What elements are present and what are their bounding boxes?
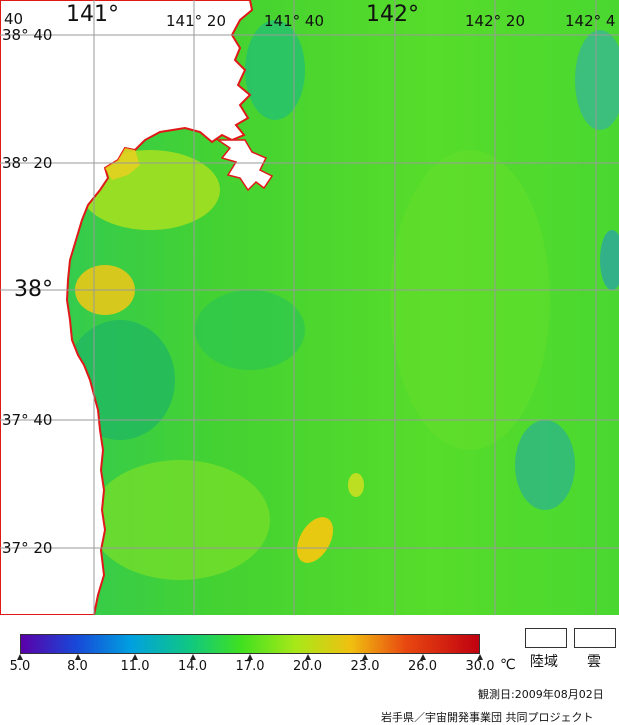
hot-patch-south <box>296 517 334 563</box>
scale-tick-label: 5.0 <box>9 659 31 674</box>
land-area <box>0 0 254 615</box>
scale-tick-mark <box>362 654 368 660</box>
scale-tick-mark <box>17 654 23 660</box>
lon-label-142: 142° <box>366 2 419 27</box>
temperature-patches <box>65 20 619 580</box>
scale-tick-label: 20.0 <box>293 659 322 674</box>
lat-label-37-40: 37° 40 <box>2 411 53 429</box>
scale-tick-mark <box>419 654 426 660</box>
observation-date: 観測日:2009年08月02日 <box>478 688 604 701</box>
cool-patch-north-coast <box>245 20 305 120</box>
lat-label-38-40: 38° 40 <box>2 26 53 44</box>
scale-tick-label: 11.0 <box>120 659 150 674</box>
scale-tick-label: 23.0 <box>350 659 380 674</box>
cool-patch-central <box>195 290 305 370</box>
scale-tick-label: 8.0 <box>67 659 88 674</box>
light-patch-south <box>90 460 270 580</box>
scale-tick-mark <box>247 654 253 660</box>
land-legend-label: 陸域 <box>530 654 558 670</box>
lon-label-142-20: 142° 20 <box>465 12 525 30</box>
scale-tick-label: 14.0 <box>178 659 207 674</box>
cloud-legend-swatch <box>574 628 616 648</box>
scale-tick-mark <box>477 654 483 660</box>
lat-label-37-20: 37° 20 <box>2 539 53 557</box>
lon-label-141-20: 141° 20 <box>166 12 226 30</box>
cool-patch-northeast <box>575 30 619 130</box>
scale-tick-mark <box>74 654 81 660</box>
oshika-peninsula <box>215 139 274 192</box>
cool-patch-east <box>515 420 575 510</box>
graticule <box>0 0 619 615</box>
warm-patch-south-small <box>348 473 364 497</box>
lon-label-141-40: 141° 40 <box>264 12 324 30</box>
scale-tick-mark <box>132 654 138 660</box>
cloud-legend-label: 雲 <box>587 654 601 670</box>
lat-label-38: 38° <box>14 277 53 302</box>
temperature-color-scale <box>20 634 480 654</box>
lat-label-38-20: 38° 20 <box>2 154 53 172</box>
scale-tick-label: 17.0 <box>235 659 265 674</box>
scale-tick-label: 30.0 <box>465 659 495 674</box>
scale-tick-mark <box>189 654 196 660</box>
land-legend-swatch <box>525 628 567 648</box>
scale-tick-mark <box>304 654 311 660</box>
sea-surface-temperature-map <box>0 0 619 615</box>
lon-label-140-40: 40 <box>4 10 24 28</box>
sendai-bay-warm <box>105 148 140 180</box>
scale-tick-label: 26.0 <box>408 659 437 674</box>
cool-patch-east-edge <box>600 230 619 290</box>
temperature-unit: ℃ <box>500 657 516 673</box>
lon-label-142-40: 142° 4 <box>565 12 616 30</box>
lon-label-141: 141° <box>66 2 119 27</box>
credit-line: 岩手県／宇宙開発事業団 共同プロジェクト <box>381 711 594 724</box>
light-patch-east <box>390 150 550 450</box>
